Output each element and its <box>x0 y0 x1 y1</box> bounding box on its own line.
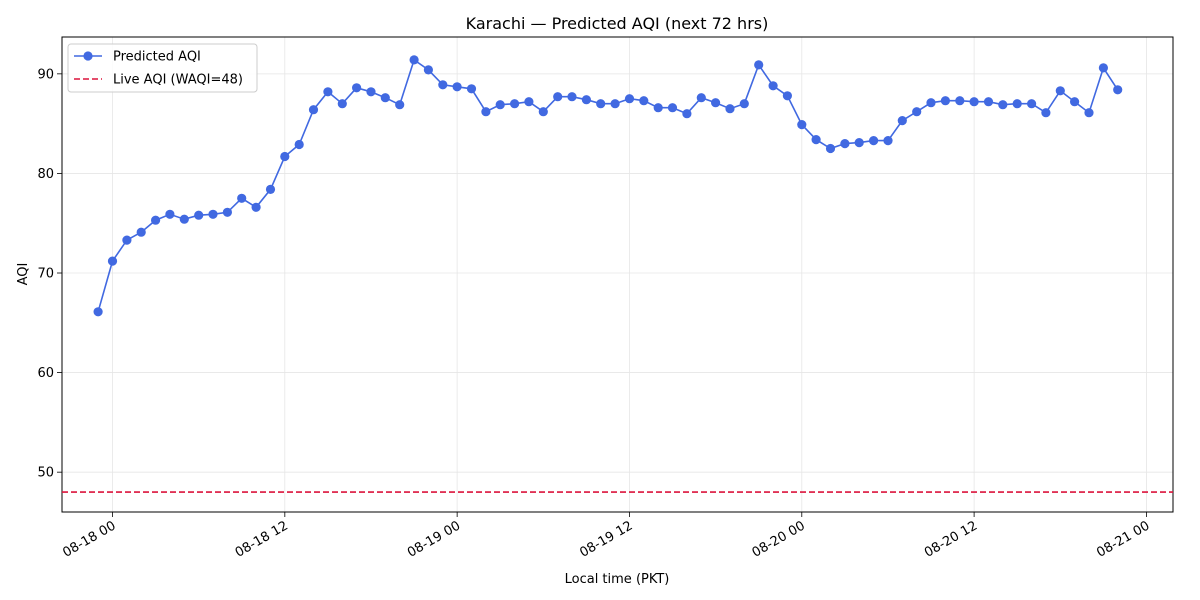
predicted-aqi-point <box>940 96 951 106</box>
predicted-aqi-point <box>998 100 1008 110</box>
predicted-aqi-point <box>366 87 376 97</box>
legend-label-live: Live AQI (WAQI=48) <box>113 73 243 88</box>
predicted-aqi-point <box>768 81 778 91</box>
predicted-aqi-point <box>194 210 204 220</box>
predicted-aqi-point <box>337 99 347 109</box>
predicted-aqi-point <box>122 235 132 245</box>
y-tick-label: 50 <box>37 466 54 481</box>
predicted-aqi-point <box>538 107 548 117</box>
legend-box <box>67 43 258 93</box>
predicted-aqi-point <box>352 83 362 93</box>
predicted-aqi-point <box>395 100 405 110</box>
predicted-aqi-point <box>1041 108 1051 118</box>
predicted-aqi-point <box>136 227 146 237</box>
predicted-aqi-point <box>969 97 979 107</box>
predicted-aqi-point <box>912 107 922 117</box>
predicted-aqi-point <box>151 215 161 225</box>
predicted-aqi-point <box>509 99 520 109</box>
predicted-aqi-point <box>754 60 764 70</box>
predicted-aqi-point <box>466 84 477 94</box>
predicted-aqi-point <box>380 93 390 103</box>
predicted-aqi-point <box>926 98 936 108</box>
predicted-aqi-point <box>854 138 864 148</box>
predicted-aqi-point <box>840 139 850 149</box>
predicted-aqi-point <box>308 105 319 115</box>
grid-lines <box>62 37 1173 512</box>
plot-area <box>62 55 1173 493</box>
predicted-aqi-point <box>696 93 706 103</box>
x-tick-label: 08-19 12 <box>577 518 635 560</box>
predicted-aqi-line <box>97 58 1119 313</box>
predicted-aqi-point <box>280 151 290 162</box>
predicted-aqi-point <box>251 202 261 212</box>
y-tick-label: 90 <box>37 67 54 82</box>
predicted-aqi-point <box>1055 86 1065 96</box>
predicted-aqi-point <box>983 97 994 107</box>
axis-labels: Karachi — Predicted AQI (next 72 hrs) Lo… <box>16 14 768 587</box>
predicted-aqi-point <box>165 209 175 219</box>
predicted-aqi-point <box>93 307 103 317</box>
predicted-aqi-point <box>179 214 189 224</box>
predicted-aqi-point <box>1084 108 1094 118</box>
predicted-aqi-point <box>567 92 577 102</box>
predicted-aqi-point <box>323 87 333 97</box>
predicted-aqi-point <box>1113 85 1123 95</box>
predicted-aqi-point <box>208 209 218 219</box>
predicted-aqi-point <box>682 109 692 119</box>
predicted-aqi-point <box>667 103 678 113</box>
predicted-aqi-point <box>897 116 907 126</box>
predicted-aqi-point <box>610 99 620 109</box>
plot-frame <box>61 36 1174 513</box>
predicted-aqi-point <box>596 99 606 109</box>
y-axis-label: AQI <box>16 263 31 286</box>
chart-title: Karachi — Predicted AQI (next 72 hrs) <box>466 14 769 33</box>
x-tick-label: 08-19 00 <box>405 518 463 560</box>
predicted-aqi-point <box>1098 63 1108 73</box>
predicted-aqi-point <box>797 120 807 130</box>
predicted-aqi-point <box>825 143 836 154</box>
legend: Predicted AQI Live AQI (WAQI=48) <box>67 43 258 93</box>
predicted-aqi-point <box>1070 97 1080 107</box>
predicted-aqi-point <box>639 96 649 106</box>
predicted-aqi-point <box>107 256 118 266</box>
predicted-aqi-point <box>955 96 965 106</box>
predicted-aqi-point <box>423 65 433 75</box>
predicted-aqi-point <box>811 135 821 145</box>
predicted-aqi-point <box>711 98 721 108</box>
predicted-aqi-point <box>294 139 304 150</box>
axes: 50 60 70 80 90 08-18 00 08-18 12 08-19 00 08-19 … <box>37 36 1174 561</box>
predicted-aqi-point <box>237 193 247 203</box>
predicted-aqi-point <box>553 92 563 102</box>
predicted-aqi-point <box>495 100 505 110</box>
predicted-aqi-point <box>869 136 879 146</box>
predicted-aqi-point <box>581 95 592 105</box>
x-tick-label: 08-21 00 <box>1094 518 1152 560</box>
predicted-aqi-point <box>222 207 232 217</box>
predicted-aqi-point <box>739 99 749 109</box>
predicted-aqi-point <box>725 104 735 114</box>
x-tick-label: 08-20 12 <box>922 518 980 560</box>
x-tick-label: 08-18 12 <box>233 518 291 560</box>
legend-marker-predicted <box>83 51 93 61</box>
predicted-aqi-point <box>524 97 534 107</box>
predicted-aqi-point <box>782 91 793 101</box>
predicted-aqi-point <box>452 82 462 92</box>
predicted-aqi-point <box>1027 99 1037 109</box>
predicted-aqi-point <box>883 136 893 146</box>
predicted-aqi-point <box>409 55 419 65</box>
predicted-aqi-point <box>653 103 663 113</box>
predicted-aqi-point <box>624 94 635 104</box>
x-tick-label: 08-18 00 <box>60 518 118 560</box>
predicted-aqi-point <box>438 80 448 90</box>
predicted-aqi-point <box>265 184 276 194</box>
y-tick-label: 60 <box>37 366 54 381</box>
predicted-aqi-point <box>1012 99 1022 109</box>
predicted-aqi-point <box>481 107 491 117</box>
y-tick-label: 80 <box>37 167 54 182</box>
x-axis-label: Local time (PKT) <box>565 572 670 587</box>
legend-label-predicted: Predicted AQI <box>113 50 201 65</box>
y-tick-label: 70 <box>37 267 54 282</box>
x-tick-label: 08-20 00 <box>750 518 808 560</box>
